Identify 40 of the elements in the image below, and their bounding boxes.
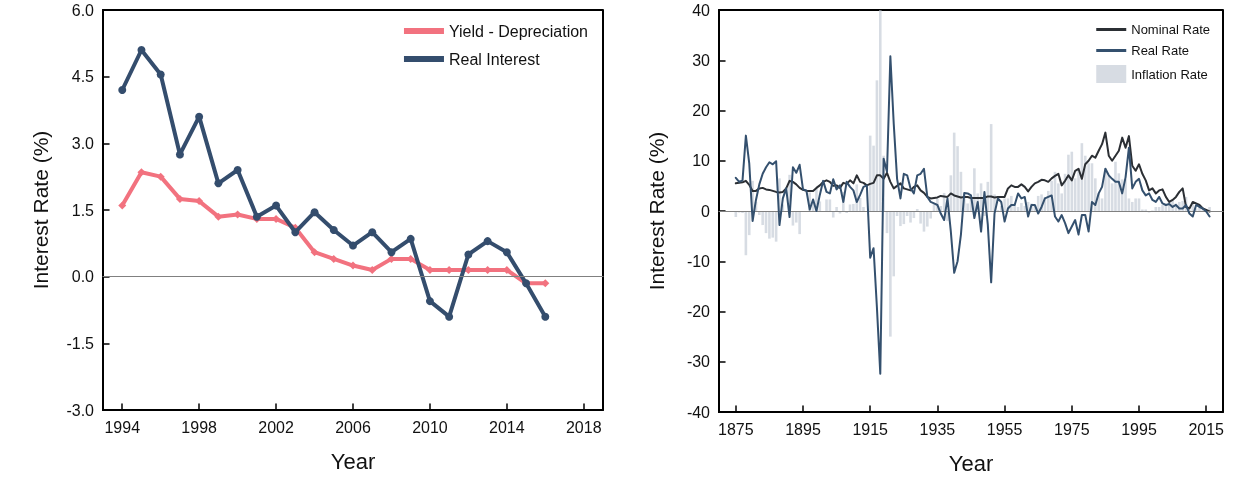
y-axis-title: Interest Rate (%) bbox=[29, 130, 52, 290]
legend-label: Real Rate bbox=[1131, 43, 1190, 58]
x-axis-title: Year bbox=[948, 450, 994, 476]
y-tick-label: 30 bbox=[692, 51, 711, 69]
x-tick-label: 1915 bbox=[852, 420, 889, 438]
x-tick-label: 2002 bbox=[258, 418, 294, 436]
y-tick-label: 1.5 bbox=[71, 201, 95, 219]
legend-label: Inflation Rate bbox=[1131, 66, 1208, 82]
x-tick-label: 2015 bbox=[1188, 420, 1225, 438]
y-tick-label: -1.5 bbox=[66, 334, 95, 352]
y-tick-label: 20 bbox=[692, 102, 711, 119]
y-tick-label: 6.0 bbox=[71, 1, 95, 19]
legend-label: Yield - Depreciation bbox=[448, 22, 588, 40]
y-tick-label: -30 bbox=[686, 353, 711, 371]
legend-label: Real Interest bbox=[448, 50, 541, 68]
x-tick-label: 2014 bbox=[489, 418, 525, 436]
y-tick-label: -10 bbox=[686, 252, 711, 270]
x-tick-label: 1975 bbox=[1054, 420, 1090, 438]
x-tick-label: 1875 bbox=[718, 420, 754, 438]
legend-label: Nominal Rate bbox=[1131, 22, 1211, 37]
y-tick-label: 40 bbox=[692, 1, 711, 19]
y-tick-label: 10 bbox=[692, 152, 711, 170]
x-tick-label: 1935 bbox=[919, 420, 956, 438]
x-axis-title: Year bbox=[330, 448, 376, 474]
x-tick-label: 1995 bbox=[1121, 420, 1157, 438]
y-axis-title: Interest Rate (%) bbox=[645, 131, 668, 291]
x-tick-label: 2018 bbox=[565, 418, 602, 436]
x-tick-label: 2006 bbox=[335, 418, 371, 436]
y-tick-label: -3.0 bbox=[66, 401, 95, 419]
y-tick-label: -40 bbox=[686, 403, 711, 421]
y-tick-label: 4.5 bbox=[71, 68, 95, 86]
x-tick-label: 1998 bbox=[181, 418, 218, 436]
x-tick-label: 1895 bbox=[785, 420, 821, 438]
x-tick-label: 1994 bbox=[104, 418, 141, 436]
x-tick-label: 1955 bbox=[986, 420, 1023, 438]
x-tick-label: 2010 bbox=[412, 418, 448, 436]
y-tick-label: -20 bbox=[686, 303, 711, 320]
y-tick-label: 0.0 bbox=[71, 268, 95, 286]
y-tick-label: 3.0 bbox=[71, 134, 95, 152]
y-tick-label: 0 bbox=[701, 202, 711, 220]
